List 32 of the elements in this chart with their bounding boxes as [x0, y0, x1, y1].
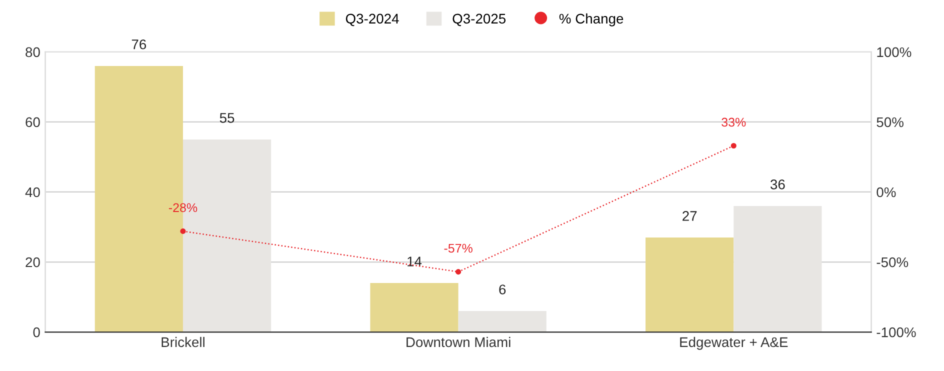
legend-label: Q3-2025: [452, 14, 506, 26]
data-label: 55: [220, 113, 234, 123]
data-label: 76: [132, 39, 146, 50]
y2-tick-label: -50%: [876, 257, 908, 268]
y-tick-label: 40: [25, 187, 40, 198]
y2-tick-label: 0%: [876, 187, 896, 198]
point: [730, 142, 736, 149]
data-label: 6: [499, 284, 506, 294]
x-tick-label: Edgewater + A&E: [680, 336, 788, 350]
data-label: 14: [408, 256, 422, 266]
legend-label: Q3-2024: [346, 14, 399, 26]
bar: [458, 311, 546, 332]
y2-tick-label: 50%: [876, 117, 904, 128]
bar: [734, 206, 822, 332]
data-label: 27: [682, 211, 697, 221]
data-label: -57%: [444, 244, 472, 253]
point: [180, 228, 186, 234]
data-label: -28%: [168, 203, 198, 212]
x-tick-label: Brickell: [162, 336, 204, 348]
y-tick-label: 60: [26, 117, 40, 128]
y2-tick-label: 100%: [877, 47, 912, 58]
y-tick-label: 20: [26, 257, 40, 268]
y-tick-label: 80: [26, 47, 40, 58]
bar: [370, 283, 458, 332]
point: [456, 269, 462, 275]
y-tick-label: 0: [33, 327, 40, 338]
bar: [646, 238, 734, 332]
x-tick-label: Downtown Miami: [406, 336, 510, 348]
y2-tick-label: -100%: [876, 327, 916, 338]
data-label: 36: [770, 180, 785, 190]
legend-label: % Change: [559, 13, 624, 26]
data-label: 33%: [722, 118, 746, 127]
